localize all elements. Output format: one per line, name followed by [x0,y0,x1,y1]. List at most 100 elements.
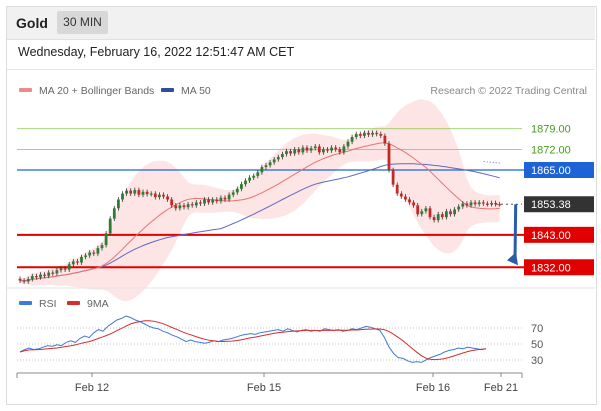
candle [39,272,42,280]
candle-body [88,252,92,256]
candle-body [76,261,79,263]
candle [59,266,63,273]
candle-body [59,268,63,271]
candle-body [289,151,292,154]
rsi-level-label-50: 50 [531,339,543,351]
candle-body [416,205,420,215]
candle-body [440,214,444,218]
candle [71,259,75,267]
candle-body [137,190,141,195]
candle [149,191,153,197]
candle [281,151,284,160]
candle [223,195,227,202]
candle-body [391,170,395,185]
candle-body [276,157,280,160]
candle [178,203,182,211]
candle [158,192,161,200]
candle [449,208,452,217]
candle-body [486,203,489,205]
candle [313,144,317,151]
candle-body [149,193,153,195]
candle [264,162,268,170]
candle [26,276,30,284]
timestamp: Wednesday, February 16, 2022 12:51:47 AM… [18,45,295,59]
candle-body [55,270,59,274]
candle-body [436,214,440,221]
candle [305,145,309,153]
candle [108,216,112,236]
candle [481,200,485,206]
ma20-line [19,142,500,282]
instrument-title: Gold [16,15,48,31]
candle [309,145,313,153]
candle [490,200,493,207]
candle-body [18,278,22,281]
candle [268,159,272,168]
candle-body [453,209,456,215]
candle-body [248,177,251,181]
candle-body [404,196,407,200]
candle [199,200,202,206]
candle [276,154,280,162]
candle [153,191,157,200]
candle [322,147,325,155]
rsi-level-label-70: 70 [531,323,543,335]
candle [67,261,71,272]
candle-body [461,203,465,207]
rsi-ma-legend: 9MA [87,298,109,310]
candle-body [145,191,149,195]
rsi-line [19,315,487,363]
candle [133,187,137,196]
candle [432,214,436,223]
forecast-arrow-head [507,252,518,266]
candle [174,203,178,211]
candle-body [408,199,411,203]
candle-body [158,194,161,198]
candle [428,205,432,220]
candle [186,201,190,210]
candle [235,186,239,195]
candle [461,201,465,209]
timeframe-button[interactable]: 30 MIN [57,11,108,34]
candle-body [301,147,305,153]
forecast-arrow-shaft [513,204,518,261]
candle-body [383,135,387,144]
candle-body [317,146,321,153]
candle [293,147,297,156]
candle-body [420,211,424,215]
candle [96,245,100,257]
divider [7,69,595,70]
copyright-text: Research © 2022 Trading Central [430,85,587,97]
candle [367,130,370,137]
candle-body [240,184,243,189]
candle-body [153,193,157,198]
candle [84,253,87,260]
candle [51,270,55,276]
candle [92,250,96,257]
x-tick-label: Feb 21 [484,382,518,394]
candle [219,195,223,204]
candle [80,254,83,265]
candle [301,145,305,155]
candle [30,273,34,282]
candle [408,197,411,205]
candle-body [334,147,338,150]
candle-body [498,204,502,206]
candle [63,266,67,272]
candle-body [375,132,379,135]
candle [137,187,141,198]
candle-body [244,180,247,185]
candle [145,189,149,197]
candle-body [285,151,288,155]
candle [465,201,469,208]
candle [121,191,124,202]
candle-body [231,192,235,195]
candle-body [166,196,169,200]
candle [166,194,169,202]
candle [207,197,210,205]
ma50-legend: MA 50 [181,85,211,97]
candle-body [112,208,116,219]
candle-body [379,134,383,136]
candle-body [67,264,71,270]
candle [18,276,22,283]
